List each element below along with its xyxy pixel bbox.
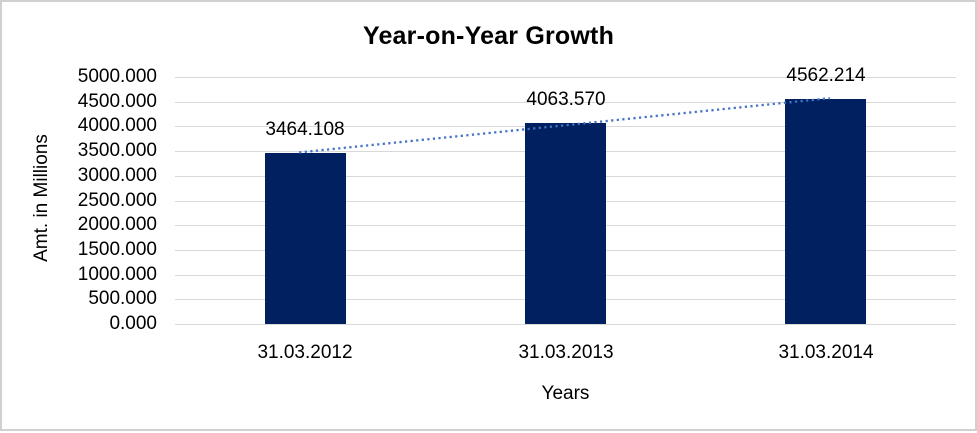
x-tick-label: 31.03.2012 bbox=[257, 342, 353, 363]
y-tick-label: 3000.000 bbox=[77, 165, 157, 186]
y-tick-label: 500.000 bbox=[88, 288, 157, 309]
chart-title: Year-on-Year Growth bbox=[362, 22, 615, 50]
bar-data-label: 4063.570 bbox=[526, 89, 606, 110]
y-tick-label: 4000.000 bbox=[77, 115, 157, 136]
y-tick-label: 1000.000 bbox=[77, 264, 157, 285]
x-axis-title: Years bbox=[541, 383, 590, 404]
x-tick-label: 31.03.2013 bbox=[518, 342, 614, 363]
gridline bbox=[175, 324, 956, 325]
y-tick-label: 0.000 bbox=[109, 313, 157, 334]
y-tick-label: 1500.000 bbox=[77, 239, 157, 260]
y-tick-label: 5000.000 bbox=[77, 66, 157, 87]
y-tick-label: 2500.000 bbox=[77, 190, 157, 211]
bar bbox=[265, 153, 346, 324]
y-tick-label: 4500.000 bbox=[77, 91, 157, 112]
bar-data-label: 4562.214 bbox=[786, 65, 866, 86]
x-tick-label: 31.03.2014 bbox=[778, 342, 874, 363]
bar bbox=[525, 123, 606, 324]
y-tick-label: 3500.000 bbox=[77, 140, 157, 161]
bar-data-label: 3464.108 bbox=[265, 119, 345, 140]
bar bbox=[785, 99, 866, 324]
gridline bbox=[175, 77, 956, 78]
y-tick-label: 2000.000 bbox=[77, 214, 157, 235]
